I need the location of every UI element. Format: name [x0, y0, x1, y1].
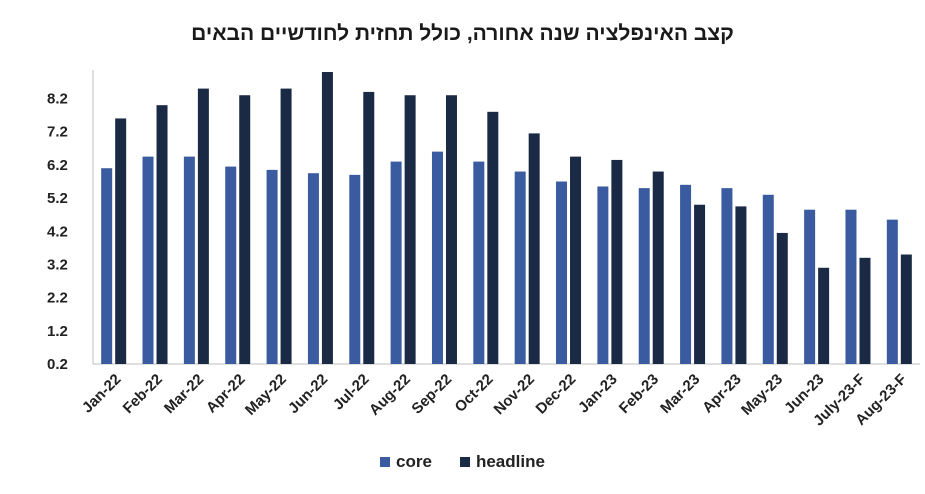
x-tick-label: Mar-23 [657, 371, 703, 417]
bar-core-Feb-23 [638, 188, 650, 364]
x-tick-label: May-22 [242, 371, 290, 419]
bar-headline-Jun-23 [818, 267, 830, 364]
bar-core-Mar-22 [183, 156, 195, 364]
bar-core-Jan-22 [101, 168, 113, 364]
bar-core-Jul-22 [349, 174, 361, 364]
bar-core-Jun-22 [307, 173, 319, 364]
bar-headline-Jun-22 [321, 72, 333, 364]
bar-headline-Mar-22 [197, 88, 209, 364]
bar-core-Dec-22 [556, 181, 568, 364]
bar-core-Aug-23-F [886, 219, 898, 364]
legend-swatch [459, 457, 470, 467]
legend-item-headline: headline [459, 452, 545, 472]
y-tick-label: 6.2 [47, 157, 68, 174]
y-tick-label: 4.2 [47, 223, 68, 240]
bars-layer [101, 72, 912, 365]
bar-core-May-23 [762, 194, 774, 364]
bar-core-Mar-23 [680, 184, 692, 364]
bar-core-Feb-22 [142, 156, 154, 364]
y-tick-label: 7.2 [47, 124, 68, 141]
bar-headline-Feb-22 [156, 105, 168, 364]
bar-headline-Sep-22 [445, 95, 457, 365]
bar-headline-Apr-23 [735, 206, 747, 364]
bar-core-Jun-23 [804, 209, 816, 364]
bar-core-Oct-22 [473, 161, 485, 364]
x-tick-label: Mar-22 [161, 371, 207, 417]
legend-item-core: core [380, 452, 432, 472]
x-tick-label: Sep-22 [408, 371, 455, 418]
legend-swatch [380, 457, 391, 467]
legend-label: core [396, 452, 432, 471]
chart-title: קצב האינפלציה שנה אחורה, כולל תחזית לחוד… [191, 22, 734, 45]
bar-core-Jan-23 [597, 186, 609, 364]
x-tick-label: May-23 [738, 371, 786, 419]
bar-headline-Jan-22 [115, 118, 127, 364]
bar-headline-Apr-22 [239, 95, 251, 365]
y-tick-label: 1.2 [47, 323, 68, 340]
bar-headline-Oct-22 [487, 111, 499, 365]
x-tick-label: Jan-22 [79, 371, 125, 417]
bar-core-July-23-F [845, 209, 857, 364]
y-tick-label: 8.2 [47, 91, 68, 108]
y-tick-label: 2.2 [47, 290, 68, 307]
bar-core-Sep-22 [431, 151, 443, 364]
x-tick-layer: Jan-22Feb-22Mar-22Apr-22May-22Jun-22Jul-… [79, 371, 910, 430]
bar-core-May-22 [266, 169, 278, 364]
bar-headline-Feb-23 [652, 171, 664, 364]
x-tick-label: Apr-22 [203, 371, 249, 417]
bar-core-Nov-22 [514, 171, 526, 364]
bar-headline-Jul-22 [363, 91, 375, 364]
bar-headline-July-23-F [859, 257, 871, 364]
x-tick-label: Dec-22 [533, 371, 580, 418]
bar-core-Apr-23 [721, 188, 733, 364]
bar-headline-Nov-22 [528, 133, 540, 364]
x-tick-label: Nov-22 [491, 371, 538, 418]
axis-layer: 0.2 1.2 2.2 3.2 4.2 5.2 6.2 7.2 8.2 [47, 70, 920, 373]
x-tick-label: Feb-22 [120, 371, 166, 417]
y-tick-label: 5.2 [47, 190, 68, 207]
y-tick-label: 0.2 [47, 356, 68, 373]
bar-headline-May-22 [280, 88, 292, 364]
y-tick-label: 3.2 [47, 256, 68, 273]
bar-headline-May-23 [776, 232, 788, 364]
x-tick-label: Jan-23 [575, 371, 621, 417]
legend: core headline [0, 452, 925, 472]
bar-headline-Jan-23 [611, 159, 623, 364]
bar-core-Aug-22 [390, 161, 402, 364]
x-tick-label: Oct-22 [452, 371, 497, 416]
bar-headline-Aug-23-F [900, 254, 912, 364]
x-tick-label: Aug-22 [366, 371, 414, 419]
bar-headline-Aug-22 [404, 95, 416, 365]
x-tick-label: Apr-23 [699, 371, 745, 417]
x-tick-label: Feb-23 [616, 371, 662, 417]
bar-headline-Mar-23 [694, 204, 706, 364]
bar-core-Apr-22 [225, 166, 237, 364]
legend-label: headline [475, 452, 545, 471]
x-tick-label: Jun-22 [285, 371, 331, 417]
bar-headline-Dec-22 [570, 156, 582, 364]
